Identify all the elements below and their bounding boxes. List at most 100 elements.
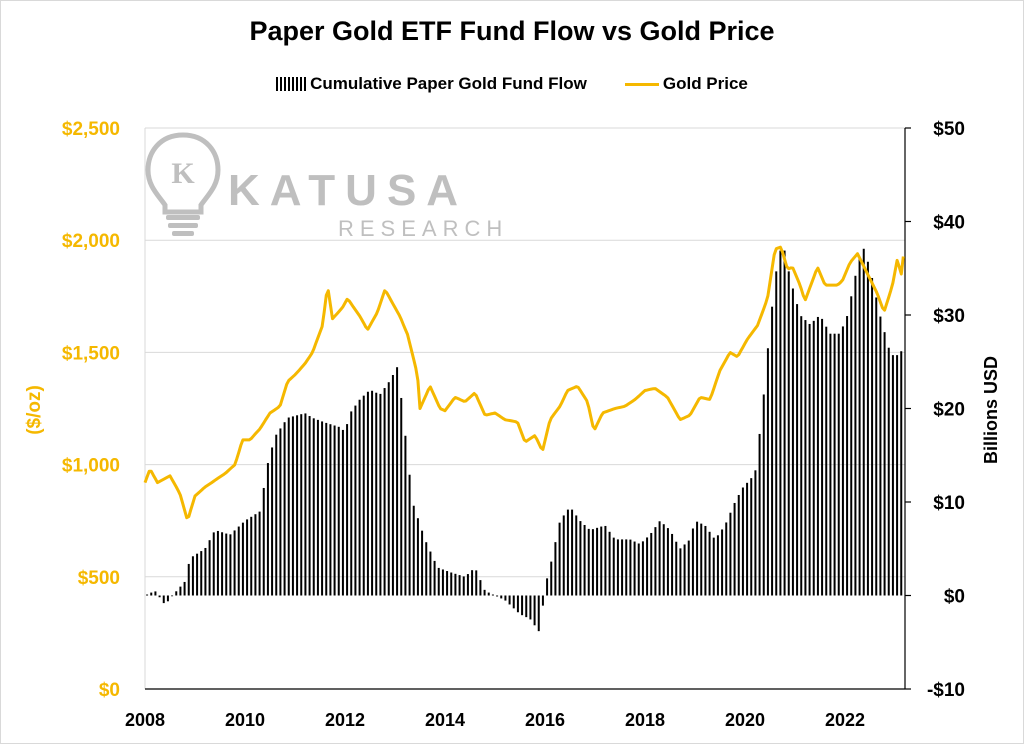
fund-flow-bar-167	[841, 326, 844, 596]
fund-flow-bar-101	[566, 509, 569, 596]
fund-flow-bar-116	[629, 539, 632, 596]
chart-legend: Cumulative Paper Gold Fund Flow Gold Pri…	[0, 74, 1024, 94]
fund-flow-bar-33	[283, 422, 286, 596]
fund-flow-bar-56	[379, 393, 382, 596]
fund-flow-bar-7	[175, 591, 178, 596]
fund-flow-bar-126	[671, 533, 674, 596]
fund-flow-bar-127	[675, 541, 678, 596]
fund-flow-bar-36	[296, 415, 299, 596]
fund-flow-bar-133	[700, 523, 703, 596]
fund-flow-bar-37	[300, 414, 303, 596]
legend-label-fund-flow: Cumulative Paper Gold Fund Flow	[310, 74, 587, 93]
left-axis-ticks: $0 $500 $1,000 $1,500 $2,000 $2,500	[62, 119, 120, 701]
fund-flow-bar-67	[425, 542, 428, 596]
fund-flow-bar-45	[333, 425, 336, 596]
right-axis-ticks: -$10 $0 $10 $20 $30 $40 $50	[905, 119, 965, 701]
fund-flow-bar-29	[266, 463, 269, 596]
fund-flow-bar-84	[496, 595, 499, 597]
fund-flow-bar-22	[237, 526, 240, 596]
fund-flow-bar-57	[383, 388, 386, 596]
fund-flow-bar-175	[875, 297, 878, 596]
fund-flow-bar-81	[483, 589, 486, 596]
fund-flow-bar-97	[550, 561, 553, 596]
fund-flow-bar-125	[666, 528, 669, 596]
fund-flow-bar-16	[212, 532, 215, 596]
fund-flow-bar-123	[658, 521, 661, 596]
legend-swatch-line	[624, 82, 659, 86]
fund-flow-bar-166	[837, 333, 840, 596]
fund-flow-bar-100	[562, 515, 565, 596]
fund-flow-bars	[146, 248, 903, 632]
legend-label-gold-price: Gold Price	[662, 74, 748, 93]
fund-flow-bar-103	[575, 515, 578, 596]
x-tick-label-0: 2008	[125, 710, 165, 730]
x-tick-label-6: 2020	[725, 710, 765, 730]
fund-flow-bar-122	[654, 527, 657, 596]
fund-flow-bar-46	[337, 426, 340, 596]
fund-flow-bar-168	[846, 316, 849, 596]
fund-flow-bar-53	[366, 391, 369, 596]
x-axis-ticks: 2008 2010 2012 2014 2016 2018 2020 2022	[125, 710, 865, 730]
left-tick-label-5: $2,500	[62, 119, 120, 140]
fund-flow-bar-91	[525, 595, 528, 618]
fund-flow-bar-0	[146, 594, 149, 596]
fund-flow-bar-50	[354, 405, 357, 596]
fund-flow-bar-73	[450, 572, 453, 596]
fund-flow-bar-106	[587, 528, 590, 596]
fund-flow-bar-144	[746, 482, 749, 596]
fund-flow-bar-79	[475, 570, 478, 596]
fund-flow-bar-54	[371, 390, 374, 596]
fund-flow-bar-149	[766, 348, 769, 596]
fund-flow-bar-107	[591, 529, 594, 596]
fund-flow-bar-58	[387, 382, 390, 596]
fund-flow-bar-141	[733, 502, 736, 596]
x-tick-label-4: 2016	[525, 710, 565, 730]
fund-flow-bar-77	[466, 574, 469, 596]
fund-flow-bar-23	[241, 522, 244, 596]
fund-flow-bar-165	[833, 333, 836, 596]
fund-flow-bar-180	[896, 355, 899, 596]
x-tick-label-3: 2014	[425, 710, 465, 730]
fund-flow-bar-136	[712, 537, 715, 596]
fund-flow-bar-18	[221, 532, 224, 596]
fund-flow-bar-71	[441, 569, 444, 596]
fund-flow-bar-140	[729, 512, 732, 596]
fund-flow-bar-69	[433, 560, 436, 596]
left-tick-label-4: $2,000	[62, 231, 120, 252]
fund-flow-bar-65	[416, 518, 419, 596]
fund-flow-bar-88	[512, 595, 515, 609]
fund-flow-bar-20	[229, 534, 232, 596]
fund-flow-bar-113	[616, 539, 619, 596]
fund-flow-bar-109	[600, 526, 603, 596]
fund-flow-bar-120	[646, 537, 649, 596]
fund-flow-bar-14	[204, 547, 207, 596]
fund-flow-bar-176	[879, 316, 882, 596]
fund-flow-bar-49	[350, 411, 353, 596]
fund-flow-bar-47	[341, 429, 344, 596]
fund-flow-bar-177	[883, 332, 886, 596]
fund-flow-bar-4	[162, 595, 165, 604]
chart-title: Paper Gold ETF Fund Flow vs Gold Price	[249, 16, 775, 46]
fund-flow-bar-2	[154, 591, 157, 596]
fund-flow-bar-26	[254, 514, 257, 596]
fund-flow-bar-114	[621, 539, 624, 596]
fund-flow-bar-163	[825, 326, 828, 596]
fund-flow-bar-93	[533, 595, 536, 626]
fund-flow-bar-10	[187, 563, 190, 596]
right-tick-label-4: $30	[933, 306, 965, 327]
fund-flow-bar-118	[637, 543, 640, 596]
fund-flow-bar-25	[250, 516, 253, 596]
fund-flow-bar-130	[687, 540, 690, 596]
fund-flow-bar-74	[454, 573, 457, 596]
fund-flow-bar-160	[812, 320, 815, 596]
fund-flow-bar-75	[458, 575, 461, 596]
fund-flow-bar-137	[716, 535, 719, 596]
fund-flow-bar-151	[775, 271, 778, 596]
fund-flow-bar-99	[558, 522, 561, 596]
fund-flow-bar-30	[271, 447, 274, 596]
fund-flow-bar-111	[608, 531, 611, 596]
fund-flow-bar-61	[400, 397, 403, 596]
left-tick-label-0: $0	[99, 680, 120, 701]
fund-flow-bar-1	[150, 592, 153, 596]
fund-flow-bar-152	[779, 250, 782, 596]
